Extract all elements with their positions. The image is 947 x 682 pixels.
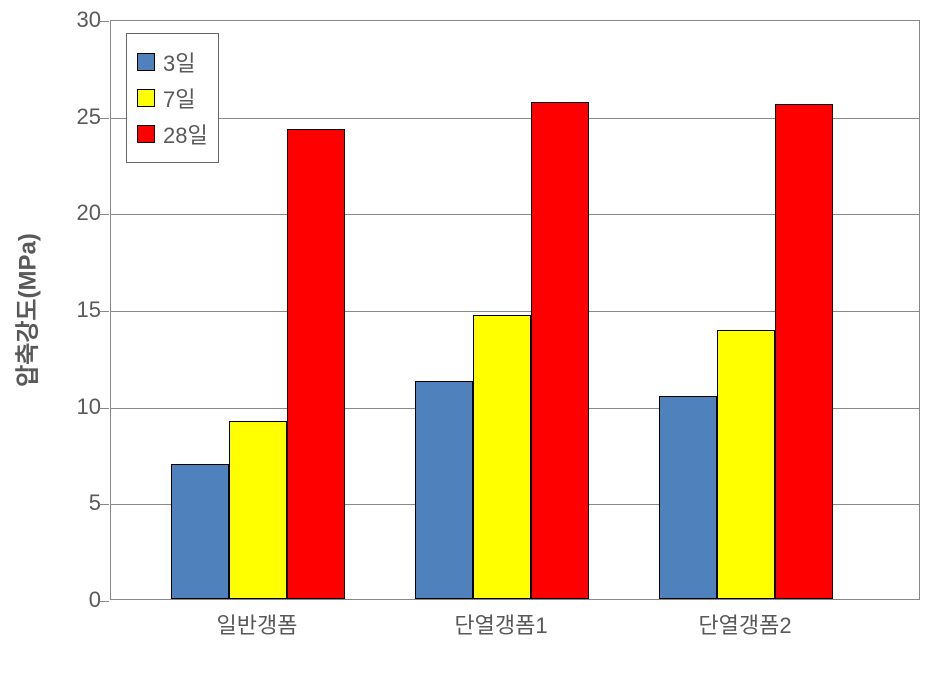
legend-swatch	[137, 53, 155, 71]
y-tick	[99, 601, 109, 602]
bar	[473, 315, 531, 599]
bar	[229, 421, 287, 599]
y-tick	[99, 21, 109, 22]
plot-area: 3일 7일 28일	[110, 20, 920, 600]
y-tick	[99, 504, 109, 505]
y-tick-label: 30	[61, 7, 101, 33]
chart-container: 압축강도(MPa) 0 5 10 15 20 25 30 3일 7일 28일 일반갱폼 단열갱폼1…	[0, 0, 947, 682]
y-tick	[99, 408, 109, 409]
y-tick-label: 0	[61, 587, 101, 613]
y-tick-label: 5	[61, 490, 101, 516]
y-tick	[99, 311, 109, 312]
bar	[287, 129, 345, 599]
legend-item: 7일	[137, 82, 208, 114]
bar	[717, 330, 775, 599]
y-axis-title: 압축강도(MPa)	[8, 233, 43, 387]
legend-label: 28일	[163, 118, 208, 150]
bar	[775, 104, 833, 599]
y-tick-label: 15	[61, 297, 101, 323]
y-tick	[99, 214, 109, 215]
bar	[659, 396, 717, 599]
legend-swatch	[137, 125, 155, 143]
x-tick-label: 단열갱폼1	[454, 608, 547, 640]
x-tick-label: 단열갱폼2	[698, 608, 791, 640]
legend-label: 3일	[163, 46, 195, 78]
legend-item: 3일	[137, 46, 208, 78]
bar	[415, 381, 473, 599]
legend: 3일 7일 28일	[126, 33, 219, 163]
legend-item: 28일	[137, 118, 208, 150]
x-tick-label: 일반갱폼	[217, 608, 298, 640]
y-tick-label: 25	[61, 104, 101, 130]
bar	[171, 464, 229, 599]
legend-label: 7일	[163, 82, 195, 114]
legend-swatch	[137, 89, 155, 107]
y-tick-label: 10	[61, 394, 101, 420]
bar	[531, 102, 589, 599]
y-tick-label: 20	[61, 200, 101, 226]
y-tick	[99, 118, 109, 119]
